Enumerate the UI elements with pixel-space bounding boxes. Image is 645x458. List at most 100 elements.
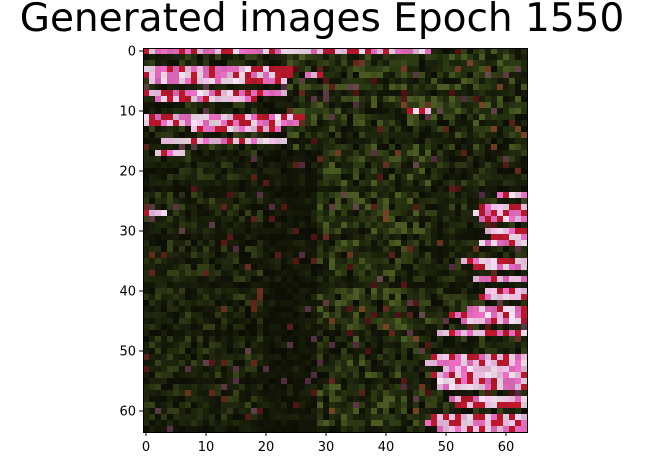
image-pixel — [215, 252, 222, 259]
image-pixel — [191, 390, 198, 397]
image-pixel — [299, 162, 306, 169]
image-pixel — [167, 402, 174, 409]
image-pixel — [329, 198, 336, 205]
image-pixel — [509, 342, 516, 349]
image-pixel — [227, 222, 234, 229]
image-pixel — [335, 72, 342, 79]
image-pixel — [407, 192, 414, 199]
image-pixel — [473, 54, 480, 61]
image-pixel — [149, 114, 156, 121]
image-pixel — [233, 84, 240, 91]
image-pixel — [149, 210, 156, 217]
image-pixel — [389, 270, 396, 277]
image-pixel — [353, 72, 360, 79]
image-pixel — [197, 66, 204, 73]
image-pixel — [149, 348, 156, 355]
image-pixel — [347, 90, 354, 97]
image-pixel — [191, 204, 198, 211]
image-pixel — [515, 414, 522, 421]
image-pixel — [275, 252, 282, 259]
image-pixel — [275, 336, 282, 343]
image-pixel — [245, 234, 252, 241]
image-pixel — [239, 174, 246, 181]
image-pixel — [485, 402, 492, 409]
image-pixel — [401, 372, 408, 379]
image-pixel — [257, 420, 264, 427]
image-pixel — [299, 378, 306, 385]
image-pixel — [443, 60, 450, 67]
image-pixel — [515, 300, 522, 307]
image-pixel — [497, 276, 504, 283]
image-pixel — [497, 294, 504, 301]
image-pixel — [245, 384, 252, 391]
image-pixel — [311, 132, 318, 139]
image-pixel — [431, 72, 438, 79]
image-pixel — [383, 66, 390, 73]
image-pixel — [479, 402, 486, 409]
image-pixel — [245, 426, 252, 433]
image-pixel — [269, 174, 276, 181]
image-pixel — [365, 276, 372, 283]
image-pixel — [365, 72, 372, 79]
image-pixel — [257, 288, 264, 295]
image-pixel — [293, 336, 300, 343]
image-pixel — [503, 372, 510, 379]
image-pixel — [221, 204, 228, 211]
image-pixel — [179, 132, 186, 139]
image-pixel — [251, 168, 258, 175]
image-pixel — [305, 174, 312, 181]
image-pixel — [473, 234, 480, 241]
image-pixel — [401, 108, 408, 115]
image-pixel — [191, 372, 198, 379]
image-pixel — [389, 222, 396, 229]
image-pixel — [263, 54, 270, 61]
image-pixel — [173, 90, 180, 97]
image-pixel — [359, 414, 366, 421]
image-pixel — [509, 198, 516, 205]
image-pixel — [353, 126, 360, 133]
image-pixel — [323, 198, 330, 205]
image-pixel — [497, 246, 504, 253]
image-pixel — [353, 204, 360, 211]
image-pixel — [479, 192, 486, 199]
image-pixel — [227, 96, 234, 103]
image-pixel — [197, 402, 204, 409]
image-pixel — [473, 426, 480, 433]
image-pixel — [299, 150, 306, 157]
image-pixel — [323, 372, 330, 379]
image-pixel — [257, 60, 264, 67]
image-pixel — [227, 360, 234, 367]
image-pixel — [497, 252, 504, 259]
image-pixel — [443, 150, 450, 157]
image-pixel — [155, 48, 162, 55]
image-pixel — [401, 54, 408, 61]
image-pixel — [401, 120, 408, 127]
image-pixel — [293, 210, 300, 217]
image-pixel — [149, 48, 156, 55]
y-tick-label: 50 — [119, 345, 136, 360]
image-pixel — [401, 48, 408, 55]
image-pixel — [353, 90, 360, 97]
image-pixel — [503, 246, 510, 253]
image-pixel — [227, 102, 234, 109]
image-pixel — [275, 48, 282, 55]
image-pixel — [251, 324, 258, 331]
image-pixel — [359, 84, 366, 91]
image-pixel — [179, 336, 186, 343]
image-pixel — [503, 294, 510, 301]
image-pixel — [233, 210, 240, 217]
image-pixel — [467, 360, 474, 367]
image-pixel — [419, 204, 426, 211]
image-pixel — [377, 78, 384, 85]
image-pixel — [377, 234, 384, 241]
image-pixel — [461, 408, 468, 415]
image-pixel — [221, 198, 228, 205]
image-pixel — [245, 414, 252, 421]
image-pixel — [401, 288, 408, 295]
image-pixel — [503, 264, 510, 271]
image-pixel — [179, 390, 186, 397]
image-pixel — [365, 210, 372, 217]
image-pixel — [311, 312, 318, 319]
image-pixel — [299, 84, 306, 91]
image-pixel — [389, 78, 396, 85]
